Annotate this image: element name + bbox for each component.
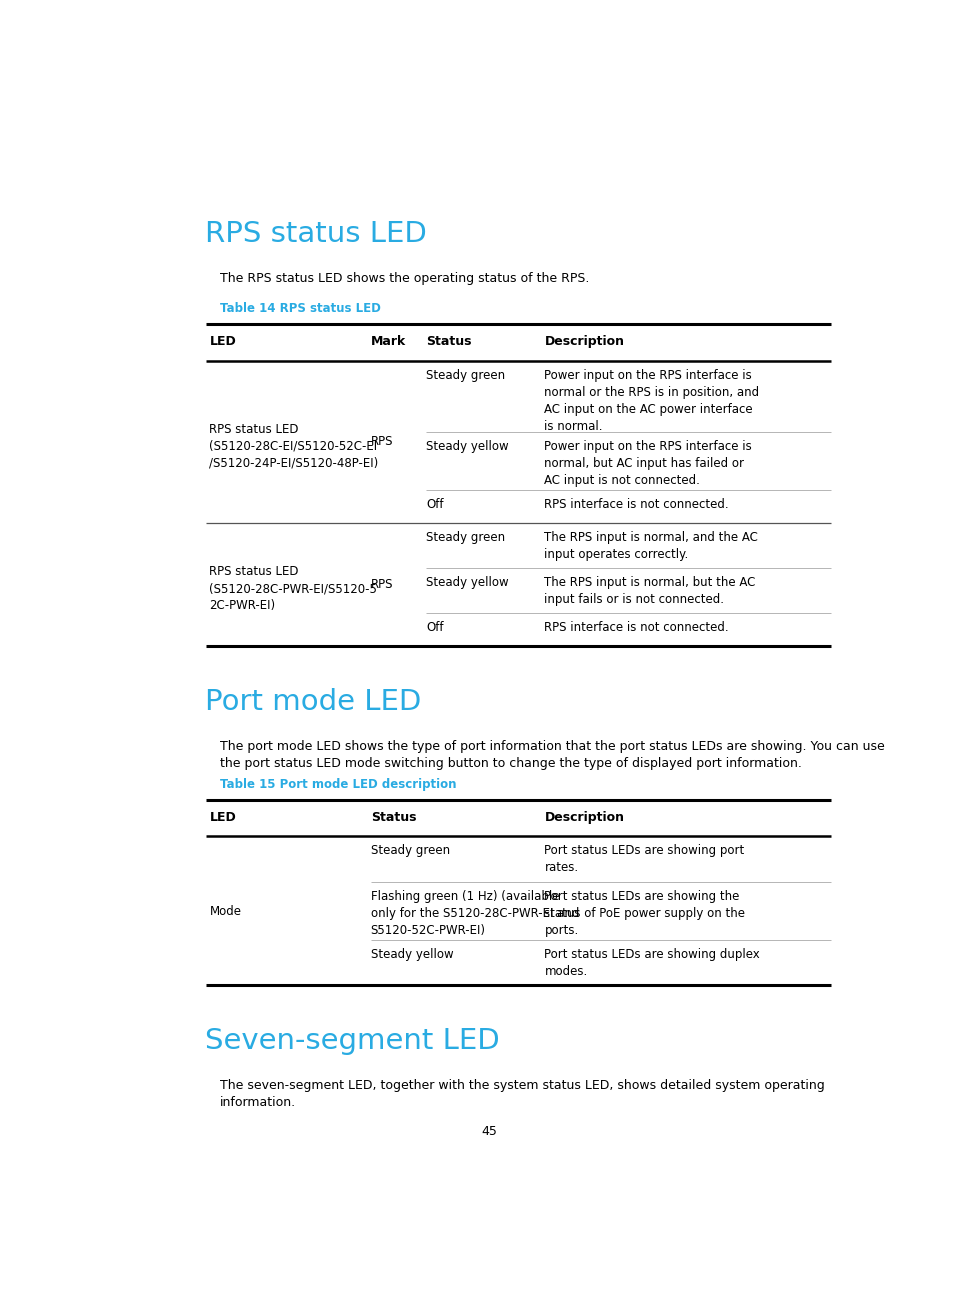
Text: Off: Off: [426, 621, 443, 634]
Text: RPS status LED
(S5120-28C-PWR-EI/S5120-5
2C-PWR-EI): RPS status LED (S5120-28C-PWR-EI/S5120-5…: [210, 565, 377, 612]
Text: Seven-segment LED: Seven-segment LED: [205, 1028, 499, 1055]
Text: Power input on the RPS interface is
normal or the RPS is in position, and
AC inp: Power input on the RPS interface is norm…: [544, 369, 759, 433]
Text: Steady yellow: Steady yellow: [370, 947, 453, 960]
Text: Power input on the RPS interface is
normal, but AC input has failed or
AC input : Power input on the RPS interface is norm…: [544, 439, 751, 487]
Text: Steady green: Steady green: [370, 845, 449, 858]
Text: Status: Status: [426, 336, 471, 349]
Text: Table 15 Port mode LED description: Table 15 Port mode LED description: [219, 778, 456, 791]
Text: Table 14 RPS status LED: Table 14 RPS status LED: [219, 302, 380, 315]
Text: The RPS input is normal, but the AC
input fails or is not connected.: The RPS input is normal, but the AC inpu…: [544, 575, 755, 607]
Text: Port mode LED: Port mode LED: [205, 688, 421, 715]
Text: RPS: RPS: [370, 435, 393, 448]
Text: The RPS input is normal, and the AC
input operates correctly.: The RPS input is normal, and the AC inpu…: [544, 530, 758, 560]
Text: LED: LED: [210, 811, 236, 824]
Text: Mode: Mode: [210, 905, 241, 918]
Text: RPS interface is not connected.: RPS interface is not connected.: [544, 621, 728, 634]
Text: RPS: RPS: [370, 578, 393, 591]
Text: Steady yellow: Steady yellow: [426, 575, 508, 588]
Text: Off: Off: [426, 498, 443, 511]
Text: Steady green: Steady green: [426, 530, 505, 543]
Text: The seven-segment LED, together with the system status LED, shows detailed syste: The seven-segment LED, together with the…: [219, 1080, 823, 1109]
Text: Steady green: Steady green: [426, 369, 505, 382]
Text: Flashing green (1 Hz) (available
only for the S5120-28C-PWR-EI and
S5120-52C-PWR: Flashing green (1 Hz) (available only fo…: [370, 890, 578, 937]
Text: RPS status LED: RPS status LED: [205, 220, 426, 249]
Text: RPS interface is not connected.: RPS interface is not connected.: [544, 498, 728, 511]
Text: Description: Description: [544, 336, 623, 349]
Text: Status: Status: [370, 811, 416, 824]
Text: Steady yellow: Steady yellow: [426, 439, 508, 452]
Text: The RPS status LED shows the operating status of the RPS.: The RPS status LED shows the operating s…: [219, 272, 589, 285]
Text: Port status LEDs are showing duplex
modes.: Port status LEDs are showing duplex mode…: [544, 947, 760, 978]
Text: The port mode LED shows the type of port information that the port status LEDs a: The port mode LED shows the type of port…: [219, 740, 883, 770]
Text: 45: 45: [480, 1125, 497, 1138]
Text: Mark: Mark: [370, 336, 405, 349]
Text: LED: LED: [210, 336, 236, 349]
Text: Port status LEDs are showing port
rates.: Port status LEDs are showing port rates.: [544, 845, 744, 875]
Text: Description: Description: [544, 811, 623, 824]
Text: RPS status LED
(S5120-28C-EI/S5120-52C-EI
/S5120-24P-EI/S5120-48P-EI): RPS status LED (S5120-28C-EI/S5120-52C-E…: [210, 422, 378, 469]
Text: Port status LEDs are showing the
status of PoE power supply on the
ports.: Port status LEDs are showing the status …: [544, 890, 744, 937]
